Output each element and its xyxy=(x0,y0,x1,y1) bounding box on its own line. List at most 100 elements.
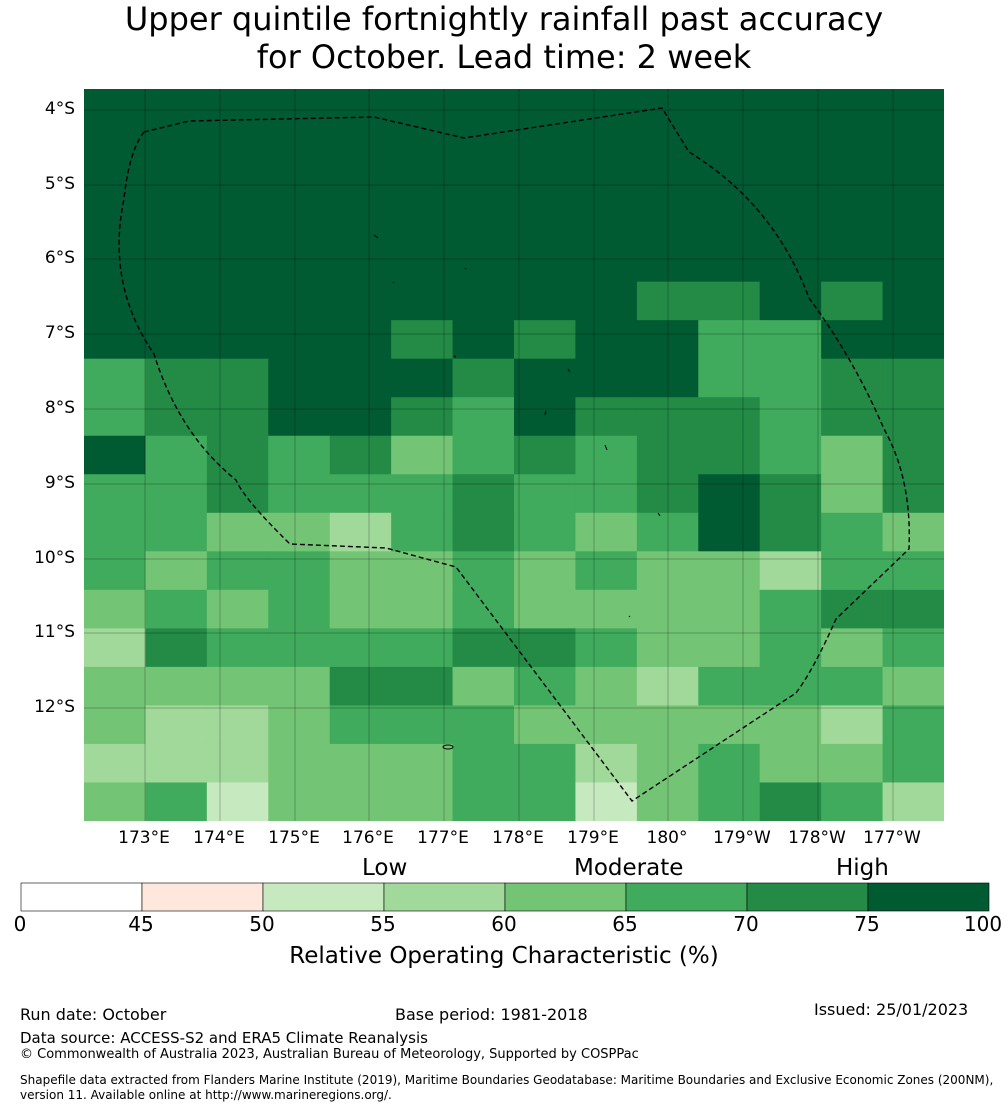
grid-cell xyxy=(575,705,638,745)
grid-cell xyxy=(452,397,515,437)
grid-cell xyxy=(636,628,699,668)
grid-cell xyxy=(329,666,392,707)
grid-cell xyxy=(575,782,638,821)
grid-cell xyxy=(268,589,331,629)
grid-cell xyxy=(84,743,147,784)
grid-cell xyxy=(636,358,699,398)
grid-cell xyxy=(698,358,761,398)
grid-cell xyxy=(821,628,884,668)
grid-cell xyxy=(575,435,638,475)
grid-cell xyxy=(268,628,331,668)
grid-cell xyxy=(206,705,269,745)
colorbar-segment xyxy=(141,882,264,912)
grid-cell xyxy=(452,551,515,591)
grid-cell xyxy=(636,705,699,745)
run-date: Run date: October xyxy=(20,1005,167,1024)
grid-cell xyxy=(575,320,638,360)
grid-cell xyxy=(882,127,944,167)
eez-boundary xyxy=(118,107,910,802)
grid-cell xyxy=(145,89,208,129)
grid-cell xyxy=(575,512,638,552)
grid-cell xyxy=(84,666,147,707)
grid-cell xyxy=(514,474,577,514)
grid-cell xyxy=(698,89,761,129)
grid-cell xyxy=(391,243,454,283)
grid-cell xyxy=(84,628,147,668)
colorbar xyxy=(20,882,990,912)
grid-cell xyxy=(452,782,515,821)
grid-cell xyxy=(698,204,761,244)
grid-cell xyxy=(759,358,822,398)
grid-cell xyxy=(206,743,269,784)
grid-cell xyxy=(575,204,638,244)
grid-cell xyxy=(391,166,454,206)
grid-cell xyxy=(636,474,699,514)
grid-cell xyxy=(268,705,331,745)
grid-cell xyxy=(391,512,454,552)
grid-cell xyxy=(391,127,454,167)
grid-cell xyxy=(268,166,331,206)
grid-cell xyxy=(84,782,147,821)
grid-cell xyxy=(84,281,147,321)
lon-label: 174°E xyxy=(193,828,245,848)
grid-cell xyxy=(575,243,638,283)
grid-cell xyxy=(575,474,638,514)
grid-cell xyxy=(268,358,331,398)
grid-cell xyxy=(84,435,147,475)
map-title-line-2: for October. Lead time: 2 week xyxy=(256,38,752,76)
grid-cell xyxy=(882,705,944,745)
grid-cell xyxy=(514,127,577,167)
lat-label: 10°S xyxy=(34,548,75,568)
grid-cell xyxy=(759,705,822,745)
grid-cell xyxy=(698,551,761,591)
grid-cell xyxy=(575,589,638,629)
grid-cell xyxy=(145,281,208,321)
grid-cell xyxy=(329,782,392,821)
grid-cell xyxy=(698,320,761,360)
grid-cell xyxy=(329,320,392,360)
colorbar-segment xyxy=(867,882,990,912)
colorbar-tick: 45 xyxy=(128,912,154,936)
grid-cell xyxy=(452,204,515,244)
grid-cell xyxy=(452,166,515,206)
colorbar-segment xyxy=(504,882,627,912)
lon-label: 179°W xyxy=(713,828,771,848)
grid-cell xyxy=(145,743,208,784)
grid-cell xyxy=(636,782,699,821)
map-title-line-1: Upper quintile fortnightly rainfall past… xyxy=(124,0,884,38)
grid-cell xyxy=(882,474,944,514)
colorbar-tick: 55 xyxy=(370,912,396,936)
grid-cell xyxy=(759,397,822,437)
copyright: © Commonwealth of Australia 2023, Austra… xyxy=(20,1047,639,1062)
grid-cell xyxy=(145,435,208,475)
grid-cell xyxy=(206,666,269,707)
grid-cell xyxy=(206,204,269,244)
grid-cell xyxy=(882,589,944,629)
grid-cell xyxy=(882,666,944,707)
grid-cell xyxy=(575,397,638,437)
grid-cell xyxy=(145,474,208,514)
colorbar-tick: 50 xyxy=(249,912,275,936)
grid-cell xyxy=(821,397,884,437)
grid-cell xyxy=(452,666,515,707)
grid-cell xyxy=(452,705,515,745)
lon-label: 177°E xyxy=(417,828,469,848)
grid-cell xyxy=(391,474,454,514)
grid-cell xyxy=(514,435,577,475)
grid-cell xyxy=(821,666,884,707)
lon-label: 175°E xyxy=(268,828,320,848)
grid-cell xyxy=(759,320,822,360)
grid-cell xyxy=(268,127,331,167)
grid-cell xyxy=(698,628,761,668)
grid-cell xyxy=(514,281,577,321)
grid-cell xyxy=(514,589,577,629)
grid-cell xyxy=(329,127,392,167)
grid-cell xyxy=(206,512,269,552)
grid-cell xyxy=(329,358,392,398)
shapefile-credit-line-2: version 11. Available online at http://w… xyxy=(20,1088,392,1102)
grid-cell xyxy=(268,782,331,821)
grid-cell xyxy=(452,512,515,552)
grid-cell xyxy=(882,358,944,398)
grid-cell xyxy=(759,474,822,514)
grid-cell xyxy=(84,204,147,244)
